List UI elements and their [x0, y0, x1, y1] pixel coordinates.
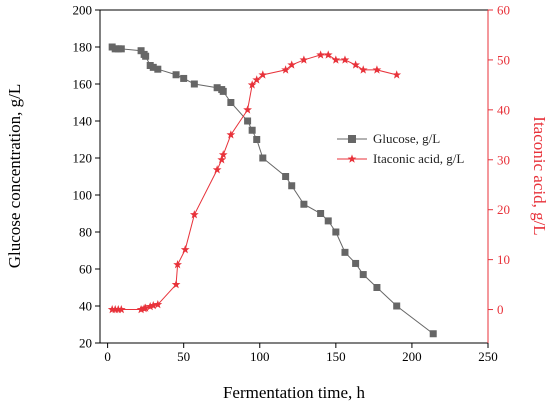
- data-point-glucose: [149, 63, 157, 71]
- data-point-glucose: [317, 210, 325, 217]
- data-point-glucose: [332, 228, 340, 236]
- data-point-glucose: [393, 302, 401, 310]
- data-point-glucose: [300, 200, 308, 208]
- y2-tick-label: 0: [497, 302, 504, 317]
- data-point-itaconic: [340, 55, 350, 64]
- data-point-itaconic: [189, 210, 199, 219]
- data-point-glucose: [154, 65, 162, 73]
- y-tick-label: 140: [73, 114, 93, 129]
- y2-tick-label: 40: [497, 102, 510, 117]
- y-tick-label: 60: [79, 262, 92, 277]
- data-point-glucose: [259, 154, 267, 162]
- data-point-glucose: [324, 217, 332, 225]
- data-point-itaconic: [212, 165, 222, 174]
- data-point-itaconic: [252, 75, 262, 84]
- data-point-itaconic: [145, 301, 155, 311]
- y-axis-title: Glucose concentration, g/L: [5, 84, 24, 269]
- x-tick-label: 0: [104, 349, 111, 364]
- data-point-glucose: [373, 284, 381, 291]
- data-point-glucose: [282, 173, 290, 180]
- data-point-itaconic: [136, 304, 146, 314]
- x-tick-label: 50: [177, 349, 190, 364]
- series-markers: [107, 43, 437, 338]
- data-point-itaconic: [217, 155, 227, 164]
- data-point-itaconic: [351, 60, 360, 69]
- y-tick-label: 160: [73, 77, 93, 92]
- y-tick-label: 100: [73, 188, 93, 203]
- data-point-itaconic: [153, 299, 163, 309]
- data-point-itaconic: [218, 150, 228, 159]
- plot-frame: [99, 9, 489, 344]
- data-point-itaconic: [258, 70, 268, 79]
- data-point-glucose: [213, 84, 221, 92]
- data-point-itaconic: [243, 105, 252, 114]
- y2-tick-label: 10: [497, 252, 510, 267]
- y-tick-label: 120: [73, 151, 93, 166]
- data-point-itaconic: [372, 65, 382, 74]
- data-point-itaconic: [323, 50, 333, 59]
- data-point-glucose: [227, 99, 235, 106]
- data-point-glucose: [137, 47, 145, 55]
- data-point-itaconic: [141, 303, 151, 312]
- series-line-0: [111, 46, 434, 335]
- y2-axis-ticks: 0 10 20 30 40 50 60: [487, 3, 510, 343]
- data-point-glucose: [253, 136, 261, 143]
- data-point-itaconic: [281, 65, 291, 74]
- data-point-glucose: [429, 330, 437, 338]
- x-axis-ticks: 0 50 100 150 200 250: [104, 343, 498, 364]
- legend: Glucose, g/L Itaconic acid, g/L: [337, 131, 464, 166]
- y-tick-label: 20: [79, 336, 92, 351]
- data-point-itaconic: [247, 80, 257, 89]
- data-point-glucose: [172, 71, 180, 79]
- data-point-itaconic: [358, 65, 368, 74]
- y-tick-label: 80: [79, 225, 92, 240]
- legend-label-glucose: Glucose, g/L: [373, 131, 440, 146]
- data-point-glucose: [352, 259, 360, 267]
- legend-marker-glucose: [348, 135, 356, 143]
- data-point-itaconic: [148, 300, 158, 310]
- x-tick-label: 250: [478, 349, 498, 364]
- y2-tick-label: 20: [497, 202, 510, 217]
- y-tick-label: 200: [73, 3, 93, 18]
- legend-marker-itaconic: [347, 154, 357, 163]
- data-point-glucose: [359, 271, 367, 279]
- data-point-itaconic: [287, 60, 297, 69]
- x-tick-label: 100: [250, 349, 270, 364]
- legend-label-itaconic: Itaconic acid, g/L: [373, 151, 464, 166]
- data-point-itaconic: [180, 245, 190, 254]
- data-point-itaconic: [226, 130, 236, 139]
- data-point-itaconic: [116, 304, 126, 314]
- x-tick-label: 150: [326, 349, 346, 364]
- data-point-glucose: [248, 126, 256, 134]
- data-point-glucose: [190, 80, 198, 88]
- series-line-1: [112, 54, 397, 311]
- y2-axis-title: Itaconic acid, g/L: [530, 116, 549, 235]
- data-point-itaconic: [316, 50, 325, 59]
- data-point-itaconic: [171, 279, 181, 289]
- data-point-glucose: [341, 248, 349, 256]
- data-point-itaconic: [392, 70, 402, 79]
- y2-tick-label: 30: [497, 152, 510, 167]
- data-point-itaconic: [331, 55, 341, 64]
- data-point-glucose: [180, 74, 188, 82]
- y2-tick-label: 60: [497, 3, 510, 18]
- x-tick-label: 200: [402, 349, 422, 364]
- y-tick-label: 40: [79, 299, 92, 314]
- data-point-glucose: [142, 52, 150, 60]
- data-point-glucose: [117, 45, 125, 53]
- data-point-itaconic: [173, 260, 182, 269]
- series-lines: [111, 46, 434, 335]
- data-point-glucose: [244, 117, 252, 125]
- y-axis-ticks: 20 40 60 80 100 120 140 160 180 200: [73, 3, 100, 351]
- data-point-glucose: [288, 182, 296, 190]
- y-tick-label: 180: [73, 40, 93, 55]
- data-point-glucose: [219, 87, 227, 95]
- data-point-itaconic: [299, 55, 309, 64]
- x-axis-title: Fermentation time, h: [223, 383, 366, 402]
- y2-tick-label: 50: [497, 52, 510, 67]
